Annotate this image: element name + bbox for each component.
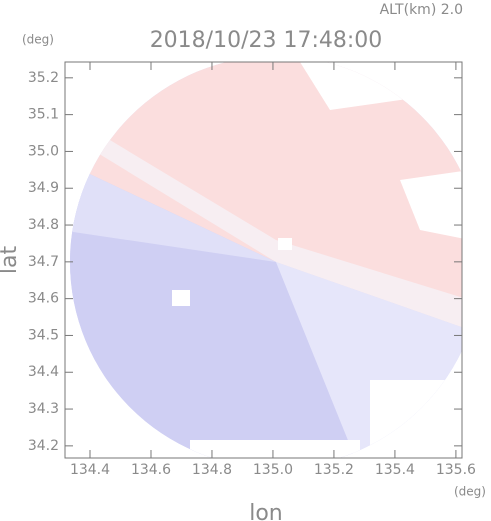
y-tick-label: 34.8 bbox=[28, 217, 59, 233]
x-tick-label: 135.6 bbox=[436, 462, 476, 478]
altitude-label: ALT(km) 2.0 bbox=[380, 2, 463, 18]
y-tick-label: 35.1 bbox=[28, 107, 59, 123]
x-tick-label: 135.2 bbox=[314, 462, 354, 478]
y-axis-label: lat bbox=[0, 246, 22, 275]
y-unit: (deg) bbox=[22, 33, 54, 47]
y-tick-label: 34.3 bbox=[28, 401, 59, 417]
y-tick-label: 35.0 bbox=[28, 143, 59, 159]
chart-title: 2018/10/23 17:48:00 bbox=[150, 28, 383, 53]
x-tick-label: 135.0 bbox=[253, 462, 293, 478]
y-tick-label: 34.5 bbox=[28, 327, 59, 343]
x-tick-label: 134.8 bbox=[192, 462, 232, 478]
x-tick-label: 134.4 bbox=[70, 462, 110, 478]
y-tick-label: 34.9 bbox=[28, 180, 59, 196]
radar-field bbox=[70, 62, 462, 458]
y-tick-label: 34.4 bbox=[28, 364, 59, 380]
y-tick-label: 34.6 bbox=[28, 291, 59, 307]
y-tick-label: 35.2 bbox=[28, 70, 59, 86]
y-tick-label: 34.7 bbox=[28, 254, 59, 270]
y-tick-label: 34.2 bbox=[28, 438, 59, 454]
x-tick-label: 135.4 bbox=[375, 462, 415, 478]
plot-frame bbox=[64, 61, 463, 459]
x-tick-label: 134.6 bbox=[131, 462, 171, 478]
x-axis-label: lon bbox=[249, 501, 283, 521]
x-unit: (deg) bbox=[454, 485, 486, 499]
